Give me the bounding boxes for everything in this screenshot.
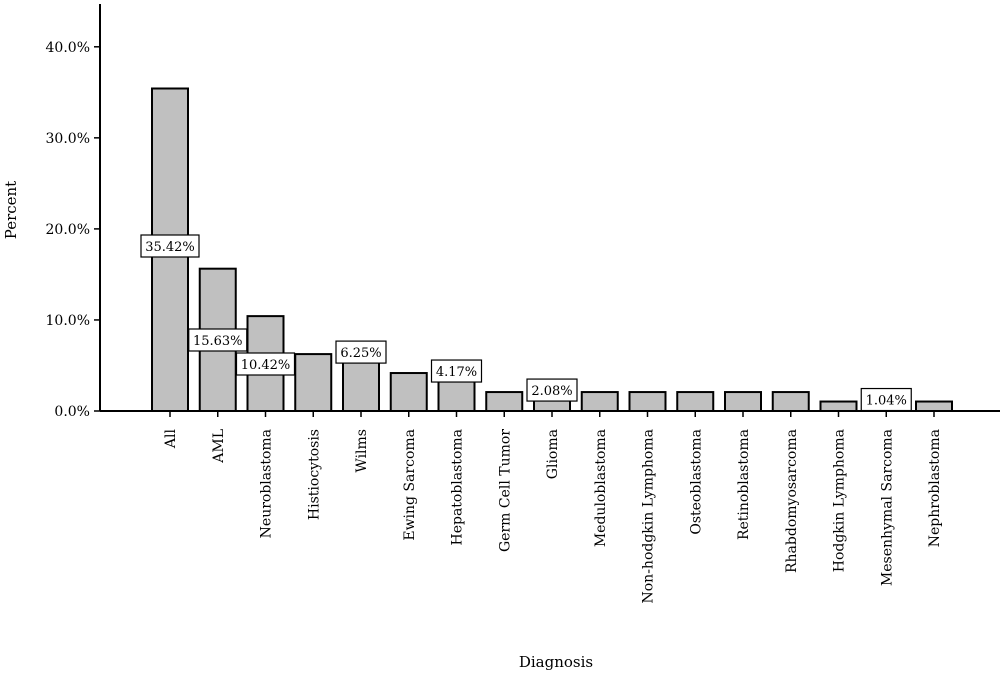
data-labels: 35.42% 15.63% 10.42% 6.25% 4.17% 2.08% 1.04%	[140, 234, 912, 412]
data-label-box	[526, 378, 578, 402]
bar-germ-cell-tumor	[485, 391, 524, 413]
data-label: 2.08%	[526, 378, 578, 402]
axes-layer	[99, 4, 1000, 412]
x-tick-label: Retinoblastoma	[736, 429, 752, 540]
x-ticks: All AML Neuroblastoma Histiocytosis Wilms Ewi…	[163, 411, 943, 604]
data-label-text: 1.04%	[866, 394, 907, 409]
x-tick-label: AML	[211, 429, 227, 464]
x-tick-label: Germ Cell Tumor	[497, 429, 513, 552]
bar-histiocytosis	[294, 353, 333, 412]
data-label-box	[235, 352, 296, 376]
data-label: 35.42%	[140, 234, 200, 258]
x-tick-label: Mesenhymal Sarcoma	[879, 429, 895, 586]
data-label-text: 10.42%	[241, 358, 291, 373]
data-label: 15.63%	[188, 328, 248, 352]
y-tick-label: 0.0%	[54, 404, 90, 420]
x-tick-label: Hodgkin Lymphoma	[832, 429, 848, 572]
x-tick-label: Wilms	[354, 429, 370, 473]
bar-nephroblastoma	[915, 400, 953, 412]
x-tick-label: Hepatoblastoma	[450, 429, 466, 546]
x-tick-label: Nephroblastoma	[927, 429, 943, 547]
data-label: 6.25%	[335, 340, 387, 364]
data-label-text: 15.63%	[193, 334, 243, 349]
data-label-box	[335, 340, 387, 364]
x-tick-label: Ewing Sarcoma	[402, 429, 418, 541]
x-tick-label: Osteoblastoma	[688, 429, 704, 535]
x-tick-label: Non-hodgkin Lymphoma	[641, 429, 657, 604]
x-tick-label: Meduloblastoma	[593, 429, 609, 547]
data-label: 4.17%	[430, 359, 483, 383]
y-tick-label: 20.0%	[46, 222, 90, 238]
bar-retinoblastoma	[724, 391, 762, 413]
data-label: 1.04%	[860, 387, 912, 412]
bar-non-hodgkin-lymphoma	[628, 391, 667, 413]
x-tick-label: Neuroblastoma	[259, 429, 275, 538]
data-label-box	[430, 359, 483, 383]
data-label-text: 2.08%	[531, 384, 572, 399]
x-axis-title: Diagnosis	[519, 653, 593, 671]
bar-hodgkin-lymphoma	[819, 400, 858, 412]
x-tick-label: Glioma	[545, 429, 561, 479]
y-ticks: 0.0% 10.0% 20.0% 30.0% 40.0%	[46, 40, 100, 420]
y-tick-label: 10.0%	[46, 313, 90, 329]
y-axis-title: Percent	[2, 181, 20, 239]
data-label-box	[140, 234, 200, 258]
data-label-box	[860, 387, 912, 412]
bar-osteoblastoma	[676, 391, 715, 413]
data-label-text: 6.25%	[340, 346, 381, 361]
bar-rhabdomyosarcoma	[771, 391, 810, 413]
data-label-text: 4.17%	[436, 365, 477, 380]
x-tick-label: Histiocytosis	[306, 429, 322, 520]
data-label-box	[188, 328, 248, 352]
y-tick-label: 40.0%	[46, 40, 90, 56]
y-tick-label: 30.0%	[46, 131, 90, 147]
x-tick-label: Rhabdomyosarcoma	[784, 429, 800, 573]
data-label-text: 35.42%	[145, 240, 195, 255]
bar-ewing-sarcoma	[389, 372, 428, 413]
x-tick-label: All	[163, 428, 179, 449]
data-label: 10.42%	[235, 352, 296, 376]
bar-meduloblastoma	[580, 391, 619, 413]
